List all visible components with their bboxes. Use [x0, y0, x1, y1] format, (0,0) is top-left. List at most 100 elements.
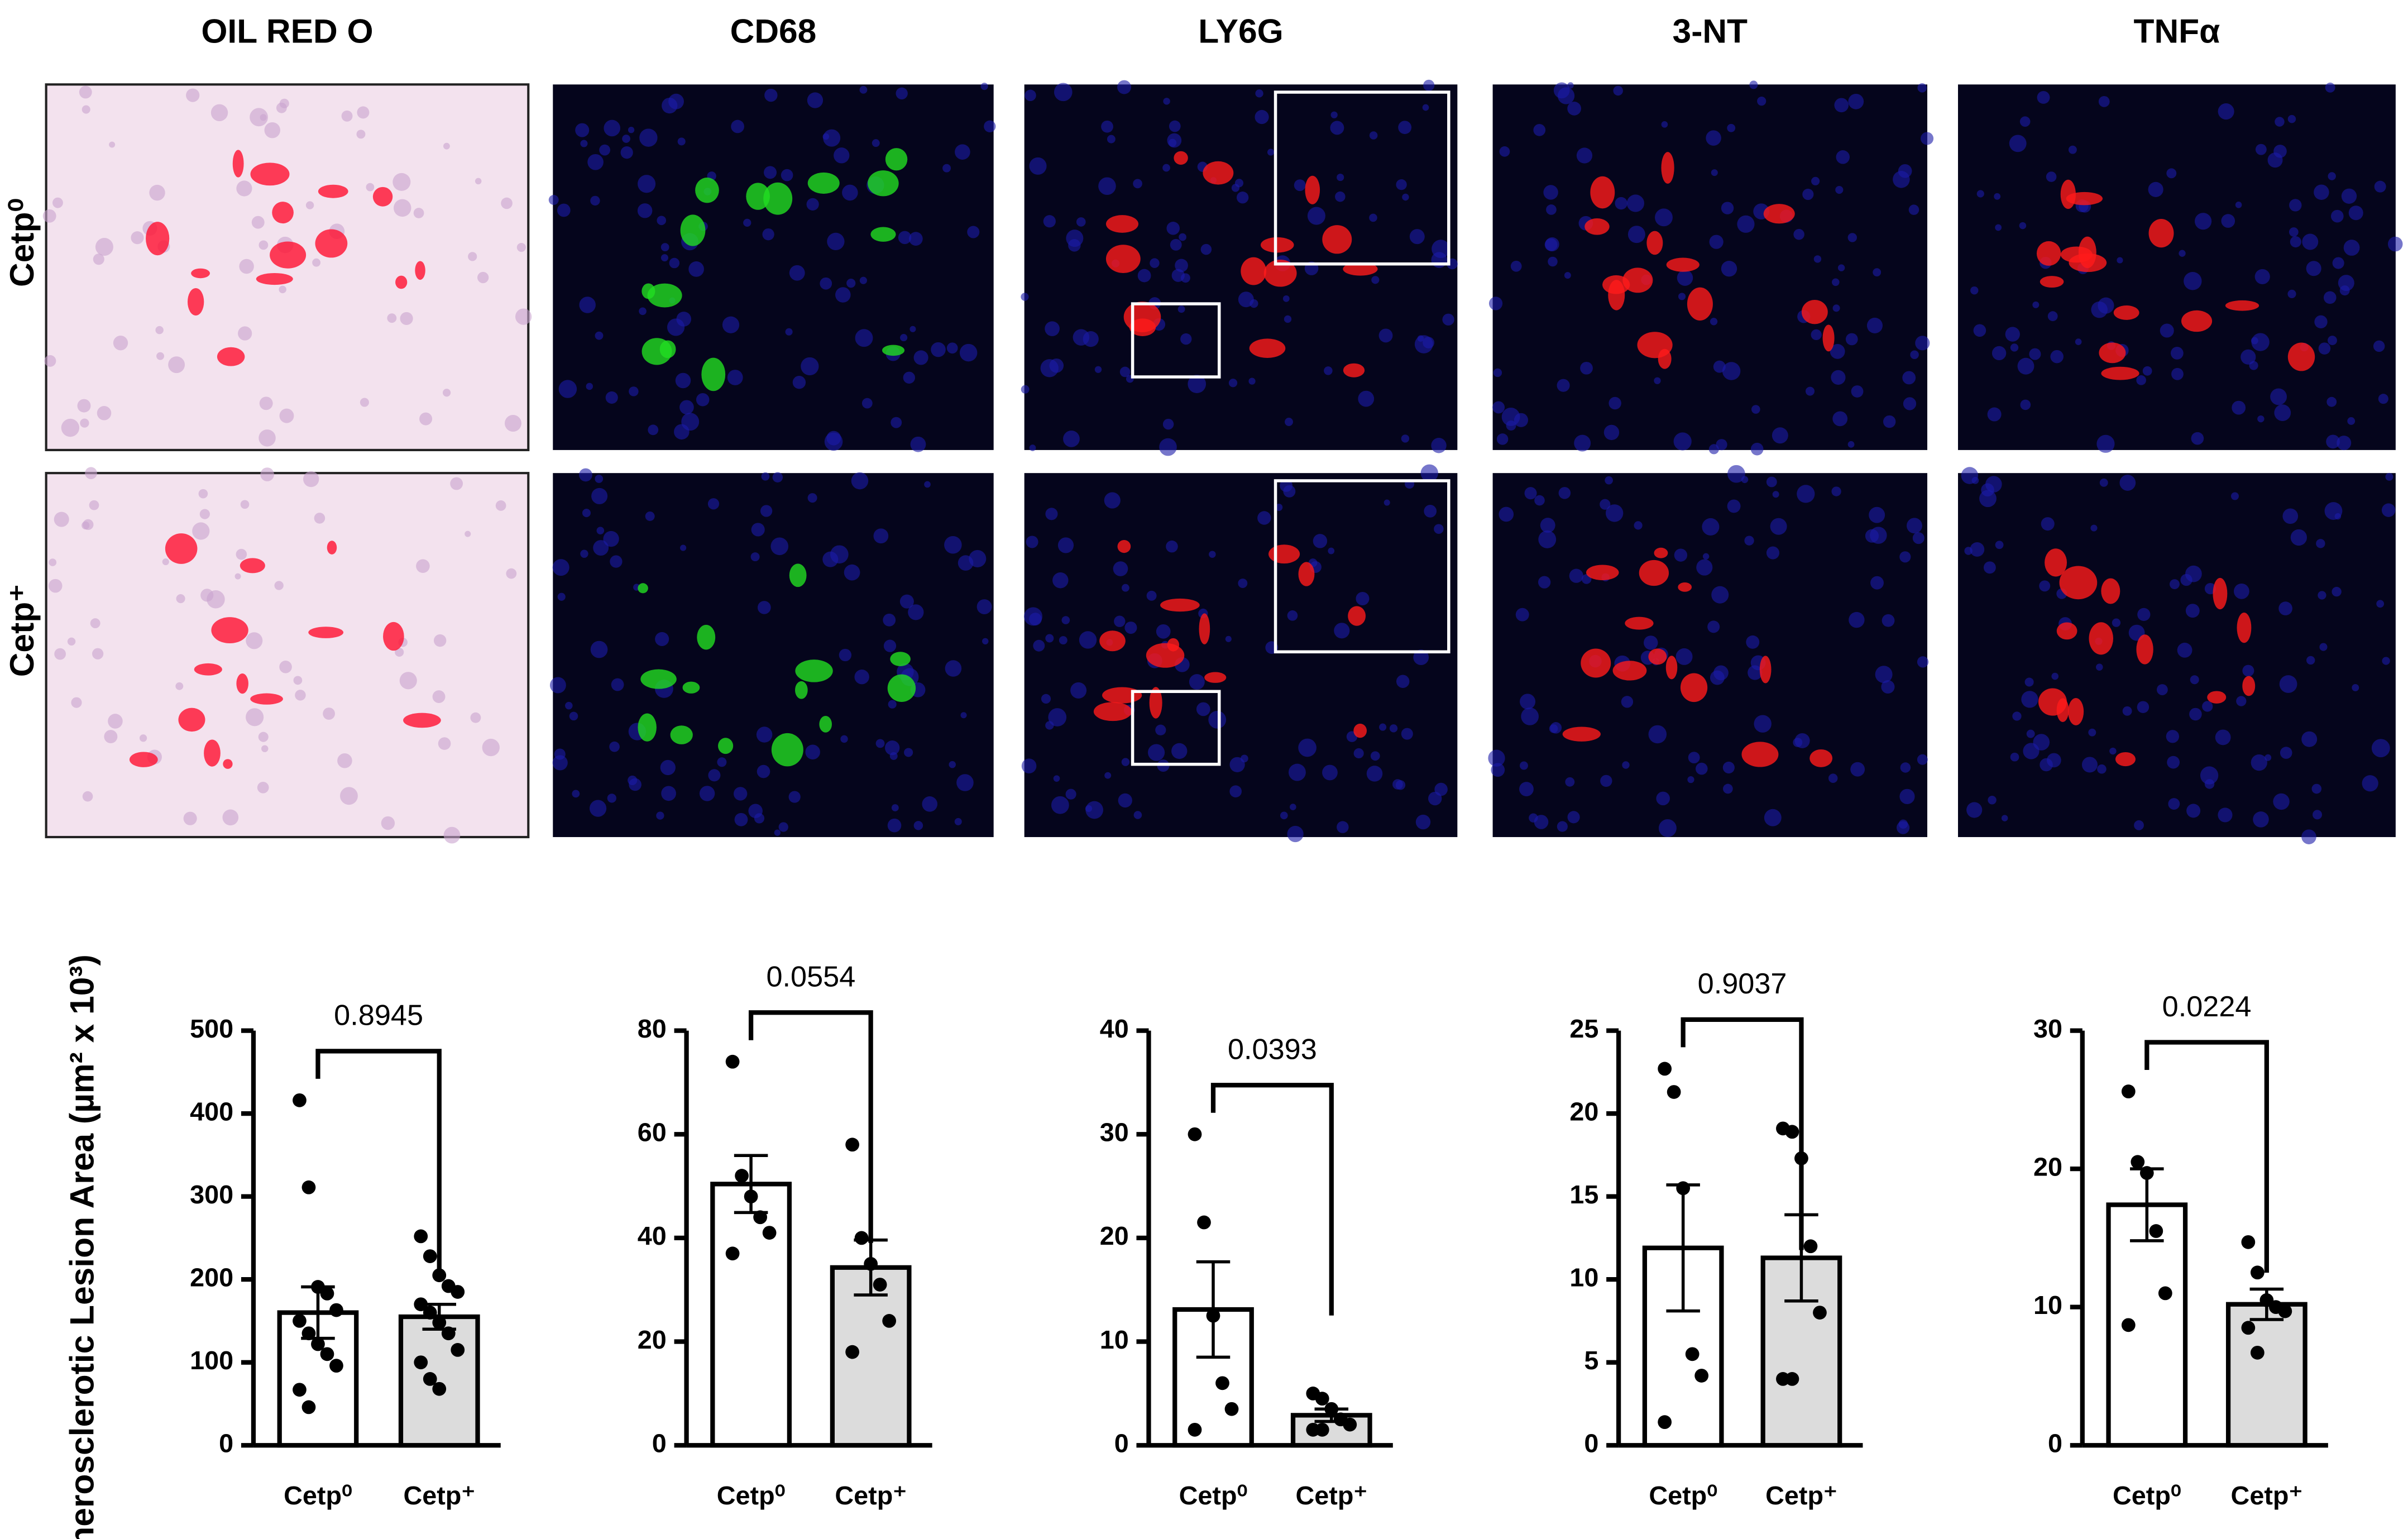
tissue [1488, 749, 1505, 767]
tissue [274, 581, 284, 590]
tissue [1533, 124, 1546, 136]
tissue [77, 399, 91, 413]
tissue [1567, 82, 1574, 89]
tissue [175, 682, 184, 690]
tissue [1902, 371, 1916, 385]
tissue [2362, 775, 2378, 792]
tissue [1337, 821, 1349, 833]
stain [2036, 241, 2061, 266]
tissue [1519, 761, 1528, 770]
tissue [1870, 576, 1884, 590]
tissue [2190, 675, 2199, 685]
data-point [1694, 1369, 1709, 1383]
tissue [913, 350, 928, 365]
tissue [1119, 366, 1131, 377]
bar [2225, 1302, 2308, 1448]
tissue [1882, 614, 1895, 627]
tissue [2376, 600, 2385, 608]
tissue [49, 558, 57, 566]
tissue [314, 513, 325, 524]
tissue [357, 106, 370, 119]
tissue [1229, 757, 1245, 772]
tissue [1766, 476, 1777, 487]
tissue [830, 545, 849, 564]
significance-bracket [2144, 1040, 2269, 1273]
tissue [1907, 518, 1922, 534]
stain [1149, 687, 1162, 719]
y-tick-label: 15 [1569, 1180, 1598, 1209]
tissue [788, 791, 801, 803]
tissue [806, 198, 819, 211]
tissue [552, 559, 569, 576]
tissue [222, 809, 239, 826]
tissue [1627, 226, 1645, 243]
tissue [1521, 708, 1539, 725]
tissue [2179, 250, 2186, 257]
data-point [1215, 1376, 1229, 1390]
tissue [1156, 624, 1171, 639]
tissue [1921, 132, 1934, 145]
tissue [82, 791, 93, 802]
stain [2045, 548, 2067, 577]
y-tick-label: 400 [190, 1097, 233, 1126]
tissue [922, 796, 938, 812]
tissue [394, 199, 411, 217]
tissue [822, 133, 830, 140]
stain [670, 725, 693, 744]
data-point [1315, 1392, 1329, 1406]
stain [2242, 676, 2256, 696]
data-point [2158, 1286, 2172, 1301]
tissue [883, 613, 896, 627]
tissue [2200, 766, 2219, 785]
tissue [2235, 202, 2242, 208]
tissue [1288, 763, 1306, 781]
tissue [1870, 527, 1887, 544]
tissue [1369, 213, 1377, 222]
tissue [1133, 811, 1142, 819]
stain [795, 681, 808, 699]
tissue [2301, 731, 2318, 747]
tissue [1021, 293, 1029, 301]
stain [270, 241, 307, 269]
tissue [1849, 611, 1865, 628]
tissue [1540, 518, 1555, 533]
tissue [1029, 445, 1036, 451]
tissue [2314, 315, 2328, 329]
tissue [2170, 347, 2184, 360]
tissue [2302, 233, 2319, 250]
y-tick-label: 0 [219, 1429, 233, 1458]
tissue [1229, 785, 1242, 797]
stain [272, 202, 294, 224]
tissue [1488, 297, 1503, 310]
data-point [329, 1303, 343, 1317]
tissue [1121, 758, 1130, 766]
tissue [2191, 432, 2204, 445]
y-tick-label: 20 [638, 1325, 667, 1354]
tissue [580, 549, 588, 558]
tissue [2230, 492, 2239, 500]
tissue [1696, 559, 1713, 576]
stain [2101, 366, 2139, 380]
tissue [1094, 366, 1102, 373]
p-value: 0.0393 [1228, 1034, 1317, 1066]
tissue [1162, 418, 1174, 430]
y-tick-label: 0 [2048, 1429, 2062, 1458]
tissue [1146, 590, 1157, 601]
tissue [557, 592, 566, 601]
tissue [1644, 635, 1658, 650]
tissue [861, 398, 873, 409]
tissue [1615, 197, 1627, 210]
tissue [1966, 802, 1983, 818]
tissue [1124, 622, 1137, 634]
tissue [2282, 508, 2299, 524]
stain [1584, 218, 1610, 235]
tissue [1813, 255, 1822, 263]
tissue [1196, 702, 1210, 716]
tissue [1250, 299, 1258, 308]
stain [2040, 276, 2064, 288]
tissue [1420, 464, 1438, 482]
tissue [1711, 169, 1718, 176]
tissue [727, 370, 743, 385]
tissue [2343, 240, 2360, 256]
tissue [761, 472, 770, 481]
